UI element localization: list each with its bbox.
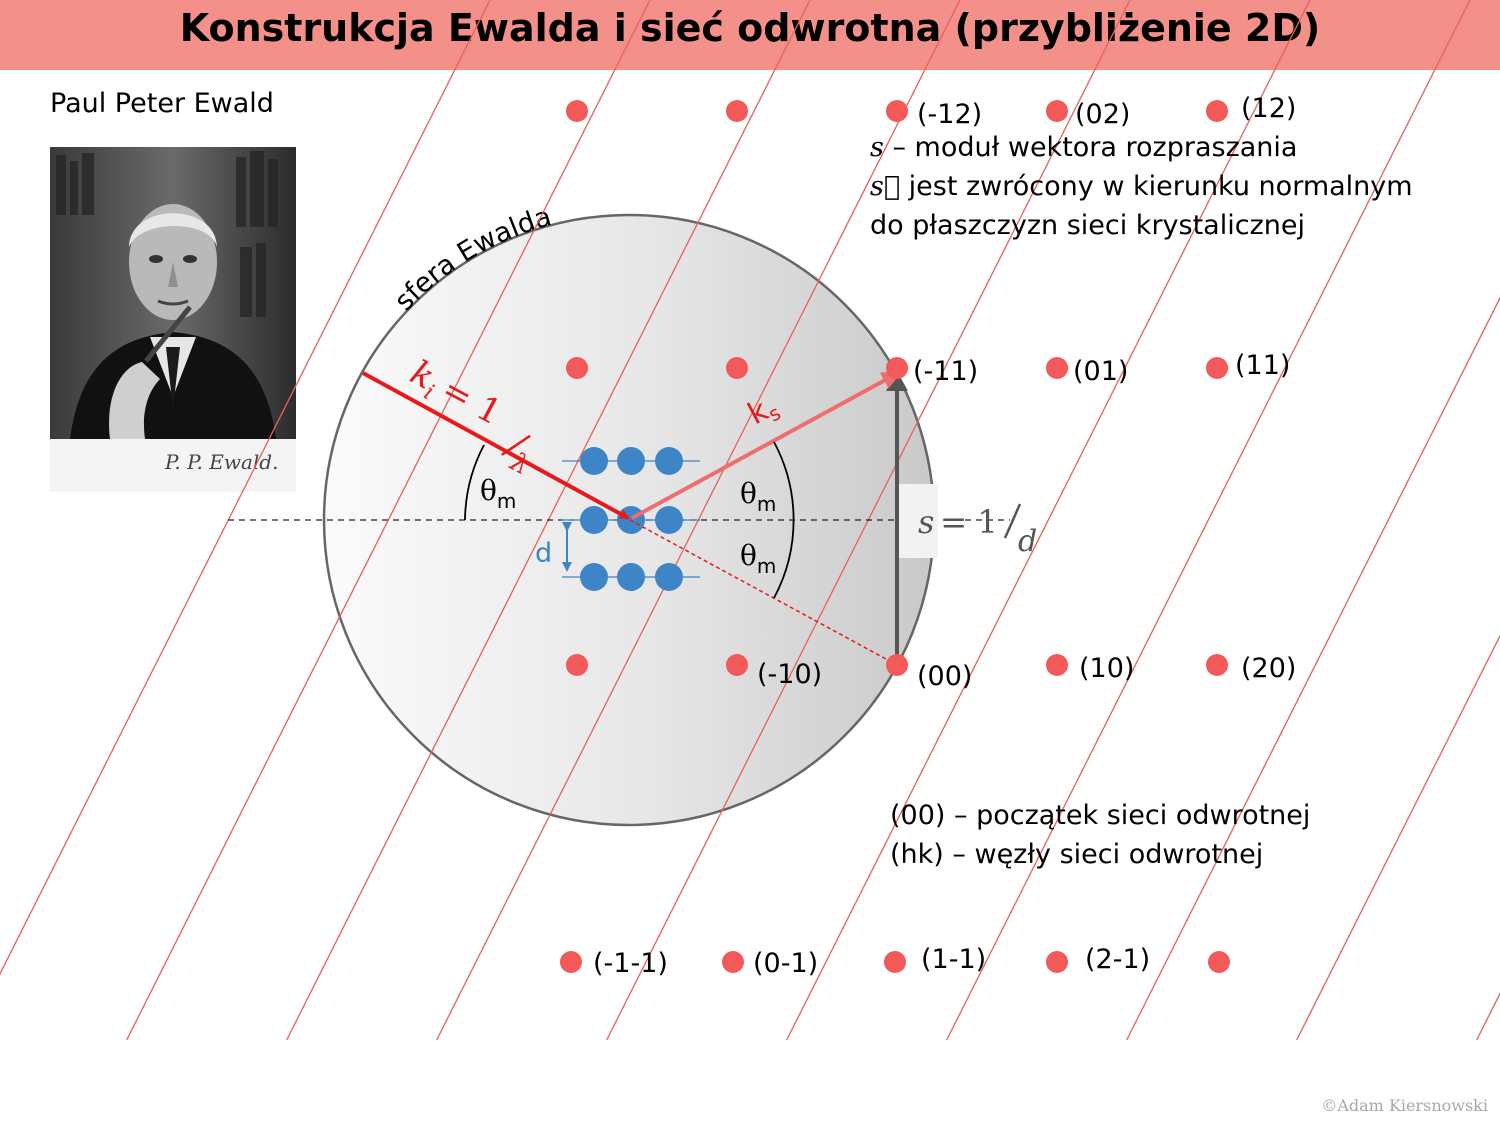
lattice-plane-line [1476, 992, 1500, 1041]
atom [580, 506, 608, 534]
reciprocal-node-label: (1-1) [921, 944, 986, 975]
lattice-plane-line [0, 0, 491, 976]
reciprocal-node [886, 100, 908, 122]
title-bar [0, 0, 1500, 70]
atom [655, 447, 683, 475]
reciprocal-node [886, 357, 908, 379]
atom [655, 506, 683, 534]
reciprocal-node-label: (00) [917, 661, 972, 692]
reciprocal-node [566, 357, 588, 379]
reciprocal-node [722, 951, 744, 973]
reciprocal-node-label: (0-1) [753, 948, 818, 979]
lattice-plane-line [786, 0, 1311, 1041]
theta-left: θm [480, 474, 516, 513]
d-label: d [535, 538, 552, 569]
theta-right-upper: θm [740, 477, 776, 516]
lattice-plane-line [126, 0, 651, 1041]
reciprocal-node [566, 654, 588, 676]
reciprocal-node [1208, 951, 1230, 973]
s-label-backdrop [896, 484, 938, 558]
angle-arc-left [464, 444, 485, 521]
reciprocal-node [726, 100, 748, 122]
reciprocal-node-label: (2-1) [1085, 944, 1150, 975]
reciprocal-node [1046, 654, 1068, 676]
note-line-2: s⃗ jest zwrócony w kierunku normalnym [870, 171, 1413, 202]
lattice-lines [0, 0, 1500, 1041]
legend-line-2: (hk) – węzły sieci odwrotnej [890, 839, 1264, 870]
reciprocal-node-label: (-12) [917, 99, 982, 130]
reciprocal-node-label: (-10) [757, 659, 822, 690]
angle-arc-right [773, 441, 795, 599]
ki-extension [629, 519, 898, 666]
reciprocal-node [1046, 357, 1068, 379]
ewald-portrait: P. P. Ewald. [50, 147, 296, 492]
reciprocal-node-label: (11) [1235, 350, 1290, 381]
reciprocal-lattice: (-12) (02) (12) (-11) (01) (11) (-10) (00) (10) (… [560, 93, 1296, 979]
atom [617, 447, 645, 475]
page-title: Konstrukcja Ewalda i sieć odwrotna (przy… [179, 6, 1321, 50]
atom [580, 447, 608, 475]
reciprocal-node [726, 357, 748, 379]
lattice-plane-line [1296, 634, 1500, 1041]
portrait-caption: Paul Peter Ewald [50, 88, 274, 119]
reciprocal-node-label: (-11) [913, 356, 978, 387]
lattice-plane-line [946, 0, 1471, 1041]
scattering-vector-note: s – moduł wektora rozpraszania s⃗ jest z… [870, 128, 1413, 245]
note-line-3: do płaszczyzn sieci krystalicznej [870, 210, 1305, 241]
lattice-plane-line [606, 0, 1131, 1041]
note-line-1: s – moduł wektora rozpraszania [870, 132, 1298, 163]
crystal: d [535, 447, 700, 591]
reciprocal-node-label: (-1-1) [593, 948, 668, 979]
s-label: s = 1 d [918, 503, 1037, 559]
atom [655, 563, 683, 591]
reciprocal-node-label: (02) [1075, 99, 1130, 130]
reciprocal-node [1206, 100, 1228, 122]
lattice-plane-line [286, 0, 811, 1041]
reciprocal-node [566, 100, 588, 122]
theta-right-lower: θm [740, 539, 776, 578]
svg-text:d: d [1018, 524, 1037, 559]
lattice-plane-line [1126, 296, 1500, 1041]
reciprocal-node-label: (12) [1241, 93, 1296, 124]
reciprocal-node-label: (01) [1073, 356, 1128, 387]
reciprocal-node [1046, 100, 1068, 122]
portrait-signature: P. P. Ewald. [164, 450, 278, 474]
reciprocal-node-label: (20) [1241, 653, 1296, 684]
lattice-plane-line [436, 0, 961, 1041]
ki-vector [362, 371, 630, 520]
svg-text:s= 1: s = 1 [918, 503, 998, 541]
reciprocal-node [1046, 951, 1068, 973]
ks-vector [631, 370, 904, 520]
reciprocal-node [560, 951, 582, 973]
reciprocal-node [1206, 357, 1228, 379]
reciprocal-node-label: (10) [1079, 653, 1134, 684]
reciprocal-node [886, 654, 908, 676]
atom [617, 563, 645, 591]
copyright: ©Adam Kiersnowski [1321, 1096, 1488, 1115]
legend-note: (00) – początek sieci odwrotnej (hk) – w… [890, 796, 1310, 874]
reciprocal-node [884, 951, 906, 973]
reciprocal-node [726, 654, 748, 676]
atom [580, 563, 608, 591]
legend-line-1: (00) – początek sieci odwrotnej [890, 800, 1311, 831]
reciprocal-node [1206, 654, 1228, 676]
